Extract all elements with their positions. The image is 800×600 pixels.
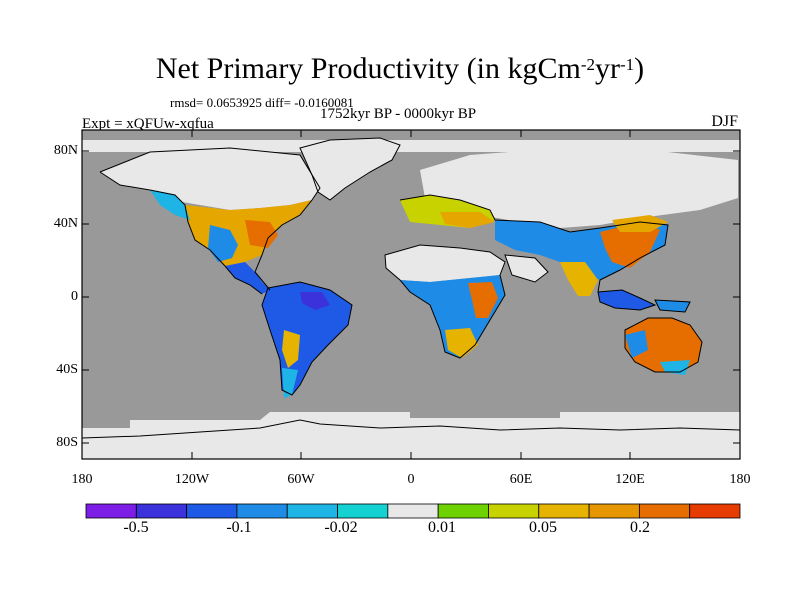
china [600,222,660,268]
colorbar-swatch [488,503,540,519]
season-label: DJF [711,113,738,130]
colorbar-swatch [236,503,288,519]
x-tick-label: 120W [174,472,210,487]
canada-west [150,190,190,220]
north-america-north [100,148,320,210]
x-tick-label: 0 [407,472,415,487]
y-tick-label: 80N [53,143,78,158]
title-exponent-1: -2 [580,55,595,74]
period-label: 1752kyr BP - 0000kyr BP [320,106,477,122]
experiment-label: Expt = xQFUw-xqfua [82,116,214,132]
colorbar-swatch [85,503,137,519]
antarctica [82,412,740,459]
y-tick-label: 40S [56,362,78,377]
x-tick-label: 180 [71,472,93,487]
southern-africa [445,328,478,358]
india [560,262,598,296]
coastlines [99,137,703,396]
map-title: Net Primary Productivity (in kgCm-2yr-1) [0,52,800,86]
title-text: Net Primary Productivity (in kgCm [155,52,581,85]
colorbar-label: -0.1 [226,519,252,536]
siberia-east [612,215,668,232]
us-southwest [208,225,238,262]
africa-sahara [385,245,505,282]
y-tick-marks [82,150,740,444]
colorbar-label: 0.01 [428,519,456,536]
east-africa [468,282,498,318]
central-america [225,262,270,294]
x-tick-marks [81,130,741,459]
colorbar-swatch [135,503,188,519]
australia-west [625,330,648,358]
us-east [245,220,278,248]
title-unit-yr: yr [594,52,620,85]
new-guinea [655,300,690,312]
title-close: ) [634,52,645,85]
greenland [300,138,400,200]
colorbar-label: -0.02 [324,519,358,536]
colorbar-label: 0.2 [630,519,650,536]
x-tick-label: 120E [615,472,645,487]
south-america-amazon [300,292,330,310]
colorbar-label: -0.5 [123,519,149,536]
colorbar-swatch [186,503,238,519]
colorbar-swatch [337,503,389,519]
australia-south [660,360,690,375]
colorbar [85,503,741,519]
eurasia-north [420,148,738,228]
antarctica-coast [82,419,740,439]
south-america [262,282,352,395]
title-exponent-2: -1 [619,55,635,74]
colorbar-label: 0.05 [529,519,557,536]
colorbar-swatch [538,503,590,519]
x-tick-label: 180 [729,472,751,487]
colorbar-swatch [387,503,439,519]
y-tick-label: 0 [71,289,78,304]
colorbar-swatch [689,503,741,519]
colorbar-swatch [286,503,338,519]
colorbar-swatch [437,503,489,519]
y-tick-label: 80S [56,435,78,450]
colorbar-swatch [638,503,691,519]
x-tick-label: 60E [509,472,533,487]
south-america-south [282,330,300,368]
colorbar-swatch [588,503,640,519]
stats-label: rmsd= 0.0653925 diff= -0.0160081 [170,95,354,110]
y-tick-label: 40N [53,216,78,231]
arabia [505,255,548,282]
europe-south [440,212,495,228]
patagonia [282,368,298,398]
southeast-asia [598,290,655,310]
x-tick-label: 60W [287,472,315,487]
